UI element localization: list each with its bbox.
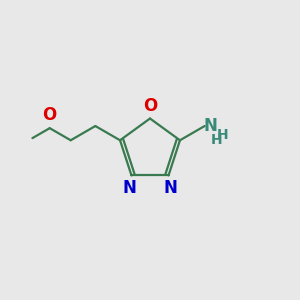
Text: O: O [43, 106, 57, 124]
Text: N: N [122, 179, 136, 197]
Text: O: O [143, 97, 157, 115]
Text: H: H [217, 128, 228, 142]
Text: N: N [164, 179, 178, 197]
Text: N: N [203, 117, 217, 135]
Text: H: H [211, 133, 223, 147]
